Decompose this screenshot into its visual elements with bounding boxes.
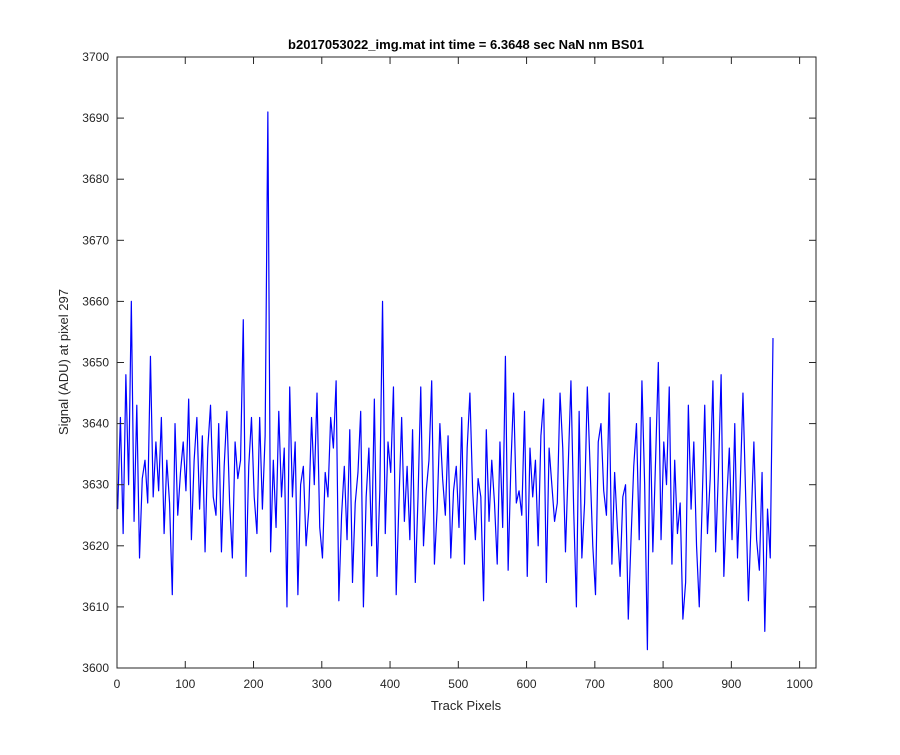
y-tick-label: 3670: [82, 233, 109, 247]
x-axis-label: Track Pixels: [431, 698, 502, 713]
x-tick-label: 700: [585, 677, 605, 691]
x-tick-label: 500: [448, 677, 468, 691]
series-layer: [117, 111, 774, 651]
series-line-0: [117, 111, 774, 651]
chart-title: b2017053022_img.mat int time = 6.3648 se…: [288, 37, 644, 52]
x-tick-label: 300: [312, 677, 332, 691]
x-tick-label: 1000: [786, 677, 813, 691]
y-tick-label: 3620: [82, 539, 109, 553]
y-tick-label: 3660: [82, 294, 109, 308]
x-axis: 0 100 200 300 400 500 600 700 800 900 1000: [114, 57, 813, 691]
y-tick-label: 3630: [82, 478, 109, 492]
x-tick-label: 400: [380, 677, 400, 691]
x-tick-label: 100: [175, 677, 195, 691]
x-tick-label: 800: [653, 677, 673, 691]
x-tick-label: 200: [244, 677, 264, 691]
y-tick-label: 3610: [82, 600, 109, 614]
x-tick-label: 0: [114, 677, 121, 691]
plot-area: [117, 57, 816, 668]
x-tick-label: 600: [517, 677, 537, 691]
y-tick-label: 3690: [82, 111, 109, 125]
y-tick-label: 3650: [82, 356, 109, 370]
y-axis-label: Signal (ADU) at pixel 297: [56, 289, 71, 435]
y-tick-label: 3700: [82, 50, 109, 64]
y-axis: 3600 3610 3620 3630 3640 3650 3660 3670 3680 3690…: [82, 50, 816, 675]
y-tick-label: 3640: [82, 417, 109, 431]
y-tick-label: 3680: [82, 172, 109, 186]
x-tick-label: 900: [721, 677, 741, 691]
y-tick-label: 3600: [82, 661, 109, 675]
